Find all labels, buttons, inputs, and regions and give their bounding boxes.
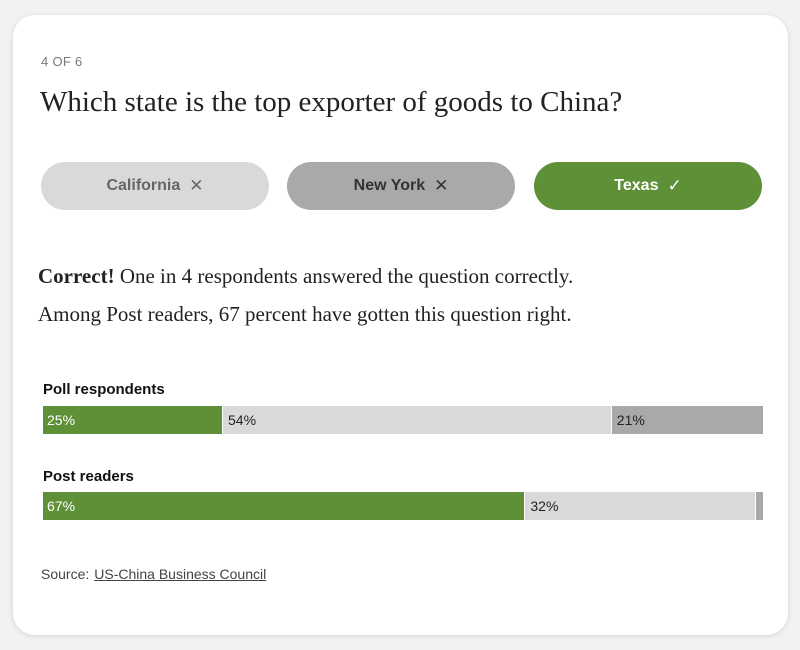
answer-label: New York	[353, 177, 426, 194]
stacked-bar-post-readers: 67% 32%	[43, 492, 763, 520]
result-sentence-2: Among Post readers, 67 percent have gott…	[38, 302, 572, 326]
bar-segment-wrong: 21%	[611, 406, 763, 434]
bar-segment-correct: 25%	[43, 406, 223, 434]
x-icon: ✕	[189, 176, 204, 195]
bar-label-post-readers: Post readers	[43, 468, 134, 485]
answer-label: California	[106, 177, 181, 194]
checkmark-icon: ✓	[667, 176, 682, 195]
quiz-card	[13, 15, 788, 635]
result-sentence-1: One in 4 respondents answered the questi…	[114, 264, 574, 288]
stacked-bar-poll-respondents: 25% 54% 21%	[43, 406, 763, 434]
bar-segment-correct: 67%	[43, 492, 526, 520]
bar-segment-other: 32%	[525, 492, 756, 520]
result-line-1: Correct! One in 4 respondents answered t…	[38, 257, 758, 295]
answer-label: Texas	[614, 177, 659, 194]
question-title: Which state is the top exporter of goods…	[40, 86, 623, 118]
x-icon: ✕	[434, 176, 449, 195]
result-verdict: Correct!	[38, 264, 115, 288]
source-line: Source: US-China Business Council	[41, 566, 266, 582]
answer-button-texas[interactable]: Texas ✓	[534, 162, 762, 210]
bar-label-poll-respondents: Poll respondents	[43, 381, 165, 398]
question-counter: 4 OF 6	[41, 54, 83, 69]
source-prefix: Source:	[41, 566, 90, 582]
result-text: Correct! One in 4 respondents answered t…	[38, 257, 758, 333]
answer-button-new-york[interactable]: New York ✕	[287, 162, 515, 210]
source-link[interactable]: US-China Business Council	[94, 566, 267, 582]
answer-button-california[interactable]: California ✕	[41, 162, 269, 210]
bar-segment-other: 54%	[223, 406, 612, 434]
bar-segment-wrong	[755, 492, 763, 520]
